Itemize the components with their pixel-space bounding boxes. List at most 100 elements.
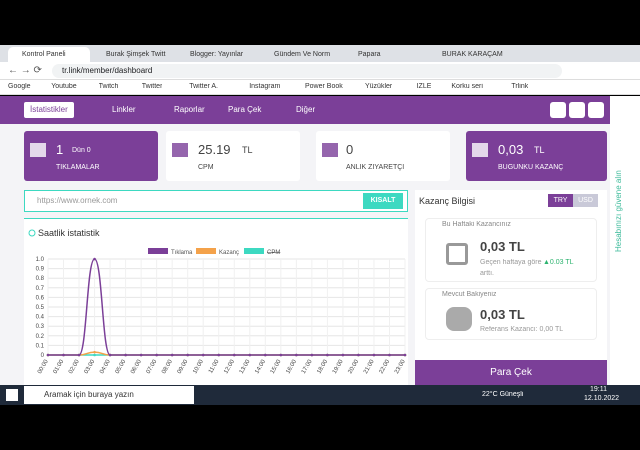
card-unit: TL (534, 145, 545, 155)
card-label: ANLIK ZİYARETÇİ (346, 164, 405, 171)
toolbar: ← → ⟳ tr.link/member/dashboard (0, 62, 640, 80)
nav-item[interactable]: Diğer (296, 105, 316, 114)
week-amount: 0,03 TL (480, 239, 525, 254)
bookmark[interactable]: Twitch (98, 83, 119, 90)
point (170, 353, 174, 357)
stat-card: 1 Dün 0 TIKLAMALAR (24, 131, 158, 181)
browser-tab[interactable]: Papara (358, 51, 381, 58)
point (93, 350, 96, 354)
point (62, 353, 65, 357)
browser-tab[interactable]: BURAK KARAÇAM (442, 51, 503, 58)
point (232, 353, 236, 357)
bookmark[interactable]: Trlink (511, 83, 529, 90)
shorten-button[interactable]: KISALT (363, 193, 403, 209)
clock-time: 19:11 (590, 386, 607, 393)
bookmark[interactable]: Google (8, 83, 31, 90)
stat-card: 0,03 TL BUGÜNKÜ KAZANÇ (466, 131, 607, 181)
side-tab[interactable]: Hesabınızı güvene alın (614, 170, 623, 252)
point (372, 353, 376, 357)
point (295, 353, 298, 357)
calendar-icon (446, 243, 468, 265)
address-bar[interactable]: tr.link/member/dashboard (52, 64, 562, 78)
bookmark[interactable]: Twitter A. (189, 83, 218, 90)
nav-item[interactable]: Para Çek (228, 105, 262, 114)
y-tick-label: 0.1 (36, 343, 45, 349)
side-area: Hesabınızı güvene alın (610, 96, 640, 385)
week-title: Bu Haftaki Kazancınız (442, 221, 511, 228)
earnings-title: Kazanç Bilgisi (419, 196, 476, 206)
browser-tab[interactable]: Burak Şimşek Twitt (106, 51, 166, 58)
refresh[interactable] (569, 102, 585, 118)
nav-buttons[interactable]: ← → ⟳ (8, 65, 42, 76)
stat-card: 25.19 TL CPM (166, 131, 300, 181)
search-box[interactable]: Aramak için buraya yazın (24, 386, 194, 404)
stat-card: 0 ANLIK ZİYARETÇİ (316, 131, 450, 181)
tab-bar: Kontrol Paneli Burak Şimşek Twitt Blogger:… (0, 45, 640, 62)
point (403, 353, 407, 357)
legend-label: Kazanç (219, 250, 239, 256)
url-input[interactable]: https://www.ornek.com (37, 196, 118, 205)
card-value: 0,03 (498, 142, 524, 157)
card-label: TIKLAMALAR (56, 164, 100, 171)
point (77, 353, 81, 357)
bookmark[interactable]: Youtube (51, 83, 77, 90)
nav-item[interactable]: Raporlar (174, 105, 205, 114)
browser-tab[interactable]: Gündem Ve Norm (274, 51, 331, 58)
point (357, 353, 360, 357)
y-tick-label: 0.9 (36, 267, 45, 273)
y-tick-label: 0.6 (36, 295, 45, 301)
currency-usd[interactable]: USD (573, 194, 598, 207)
card-icon (172, 143, 188, 157)
nav-icons (550, 102, 604, 118)
chart-panel: Saatlik istatistik 0 0.1 0.2 0.3 0.4 0.5 0.6 0.… (24, 218, 408, 385)
y-tick-label: 0.5 (36, 305, 45, 311)
notifications[interactable] (550, 102, 566, 118)
y-tick-label: 0.2 (36, 334, 45, 340)
legend-swatch (196, 248, 216, 254)
point (248, 353, 252, 357)
point (279, 353, 283, 357)
week-note2: arttı. (480, 270, 495, 277)
point (108, 353, 112, 357)
nav-item[interactable]: İstatistikler (24, 102, 74, 118)
point (326, 353, 329, 357)
card-value: 0 (346, 142, 354, 157)
chart-title: Saatlik istatistik (38, 228, 100, 238)
browser-tab[interactable]: Kontrol Paneli (8, 47, 90, 62)
y-tick-label: 1.0 (36, 257, 45, 263)
point (93, 353, 96, 357)
bookmark[interactable]: Korku seri (451, 83, 483, 90)
legend-label: Tıklama (171, 250, 193, 256)
clock-date: 12.10.2022 (584, 395, 620, 402)
card-label: BUGÜNKÜ KAZANÇ (498, 164, 564, 171)
browser-tab[interactable]: Blogger: Yayınlar (190, 51, 244, 58)
bookmark[interactable]: Twitter (141, 83, 163, 90)
balance-title: Mevcut Bakiyeniz (442, 291, 497, 298)
card-icon (472, 143, 488, 157)
nav-item[interactable]: Linkler (112, 105, 136, 114)
bookmark[interactable]: Power Book (305, 83, 343, 90)
point (139, 353, 143, 357)
bookmark[interactable]: İZLE (416, 83, 432, 90)
logout[interactable] (588, 102, 604, 118)
point (93, 257, 96, 261)
legend-swatch (148, 248, 168, 254)
y-tick-label: 0.3 (36, 324, 45, 330)
y-tick-label: 0.7 (36, 286, 45, 292)
start-button[interactable] (6, 389, 18, 401)
card-value: 1 (56, 142, 64, 157)
week-box: Bu Haftaki Kazancınız 0,03 TL Geçen haft… (425, 218, 597, 282)
currency-try[interactable]: TRY (548, 194, 573, 207)
y-tick-label: 0 (41, 353, 45, 359)
top-nav: İstatistikler Linkler Raporlar Para Çek Diğe… (0, 96, 610, 124)
point (388, 353, 391, 357)
point (310, 353, 314, 357)
bookmark[interactable]: Instagram (249, 83, 281, 90)
withdraw-button[interactable]: Para Çek (415, 360, 607, 385)
balance-amount: 0,03 TL (480, 307, 525, 322)
point (186, 353, 189, 357)
balance-note: Referans Kazancı: 0,00 TL (480, 326, 564, 333)
y-tick-label: 0.8 (36, 276, 45, 282)
card-icon (322, 143, 338, 157)
bookmark[interactable]: Yüzükler (365, 83, 393, 90)
